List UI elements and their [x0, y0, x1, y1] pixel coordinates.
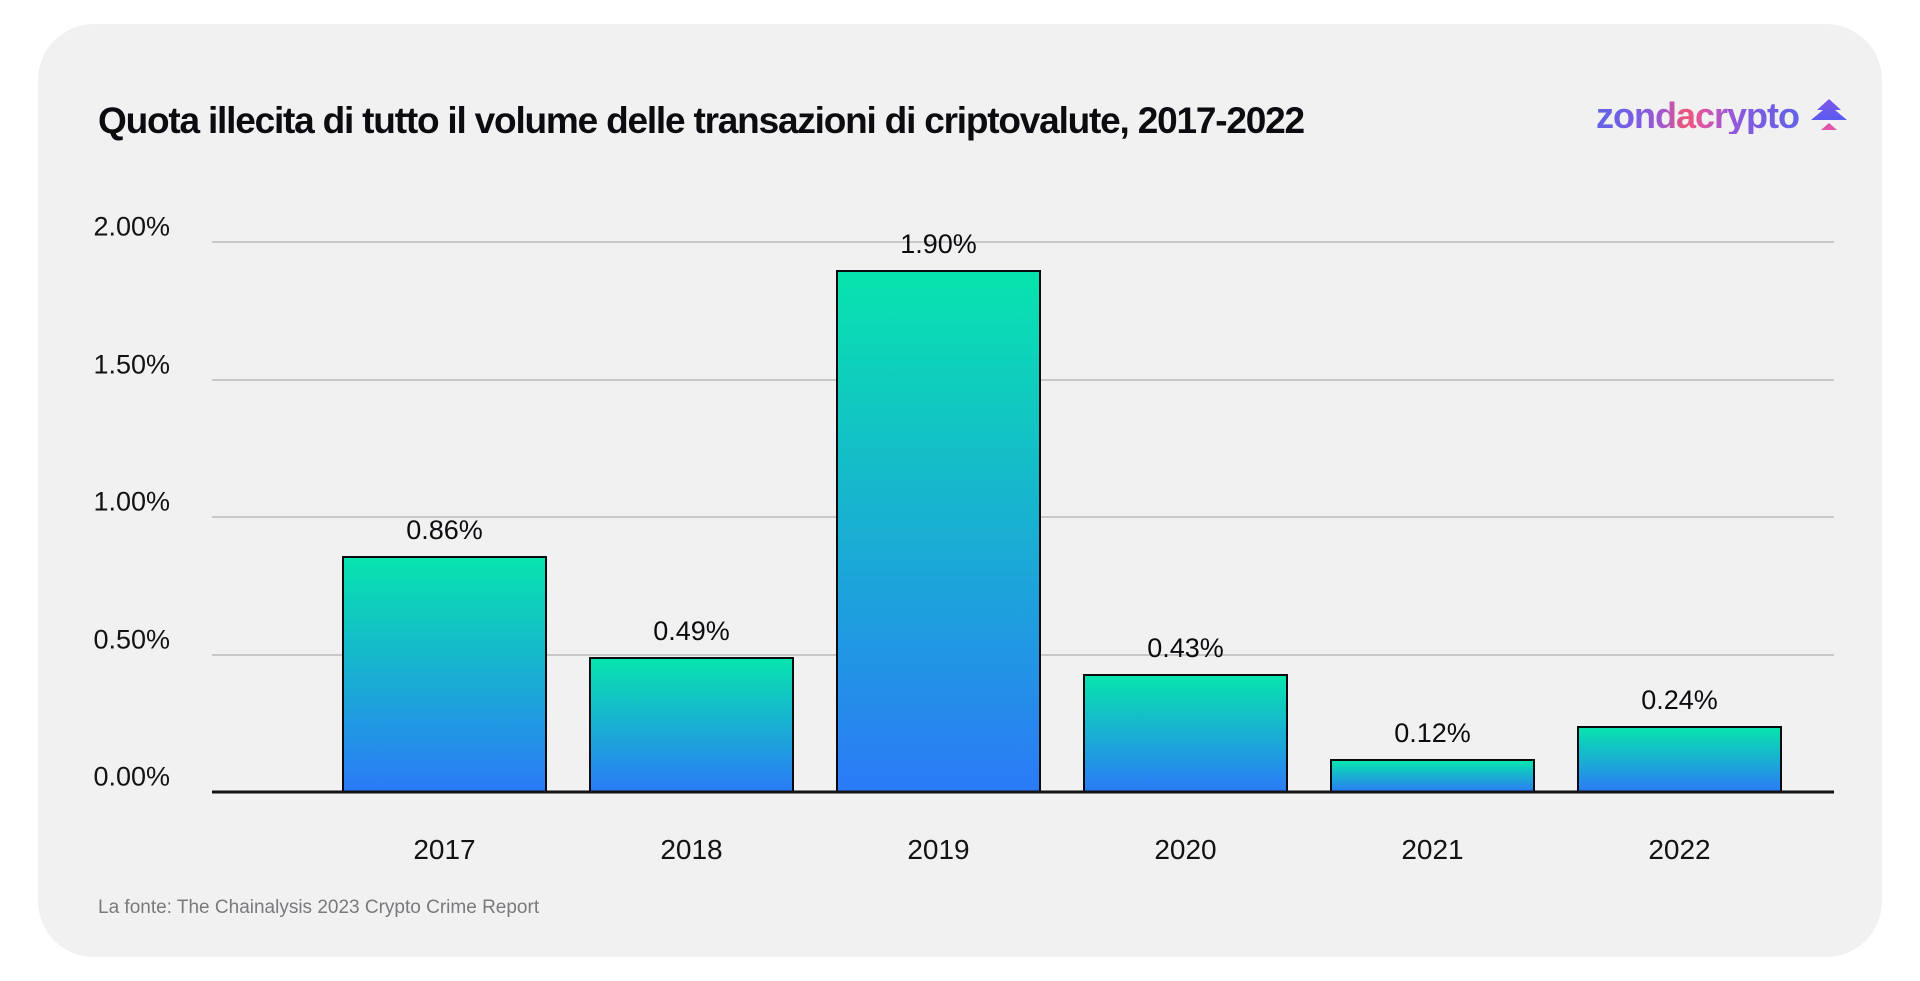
bar-value-label: 0.12% [1394, 718, 1471, 748]
bar-2020 [1083, 673, 1288, 792]
bar-value-label: 0.24% [1641, 685, 1718, 715]
bar-2019 [836, 269, 1041, 792]
bar-value-label: 0.43% [1147, 632, 1224, 663]
y-axis-tick-label: 1.50% [93, 349, 170, 380]
zondacrypto-logo-text: zondacrypto [1595, 95, 1800, 136]
bar-value-label: 0.86% [406, 514, 483, 545]
y-axis-tick-label: 0.00% [93, 761, 170, 792]
y-axis-tick-label: 2.00% [93, 211, 170, 242]
y-axis-tick-label: 0.50% [93, 624, 170, 655]
y-axis-tick-label: 1.00% [93, 486, 170, 517]
page-title: Quota illecita di tutto il volume delle … [98, 100, 1305, 141]
bar-slot-2018: 0.49% 2018 [589, 242, 794, 865]
x-axis-category-label: 2022 [1648, 834, 1711, 865]
bar-2018 [589, 657, 794, 792]
spruce-tree-icon [1811, 99, 1847, 130]
bar-2021 [1330, 759, 1535, 792]
bar-value-label: 0.49% [653, 616, 730, 647]
x-axis-category-label: 2019 [907, 834, 970, 865]
bar-value-label: 1.90% [900, 228, 977, 259]
x-axis-category-label: 2017 [413, 834, 476, 865]
bar-2017 [342, 555, 547, 792]
bar-slot-2022: 0.24% 2022 [1577, 242, 1782, 865]
x-axis-category-label: 2020 [1154, 834, 1217, 865]
gridline [212, 241, 1834, 243]
zondacrypto-logo: zondacrypto [1596, 98, 1852, 134]
bar-slot-2019: 1.90% 2019 [836, 229, 1041, 865]
source-note: La fonte: The Chainalysis 2023 Crypto Cr… [98, 897, 540, 918]
chart-card: Quota illecita di tutto il volume delle … [38, 24, 1882, 957]
x-axis-line [212, 790, 1834, 794]
x-axis-category-label: 2021 [1401, 834, 1464, 865]
bar-slot-2021: 0.12% 2021 [1330, 242, 1535, 865]
bar-slot-2017: 0.86% 2017 [342, 242, 547, 865]
x-axis-category-label: 2018 [660, 834, 723, 865]
bar-2022 [1577, 726, 1782, 792]
bar-chart: 0.00% 0.50% 1.00% 1.50% 2.00% 0.86% 2017 0.49%… [93, 212, 1834, 865]
bar-slot-2020: 0.43% 2020 [1083, 242, 1288, 865]
bars-layer: 0.86% 2017 0.49% 2018 1.90% 2019 0.43% 2020 0.12… [212, 229, 1834, 865]
